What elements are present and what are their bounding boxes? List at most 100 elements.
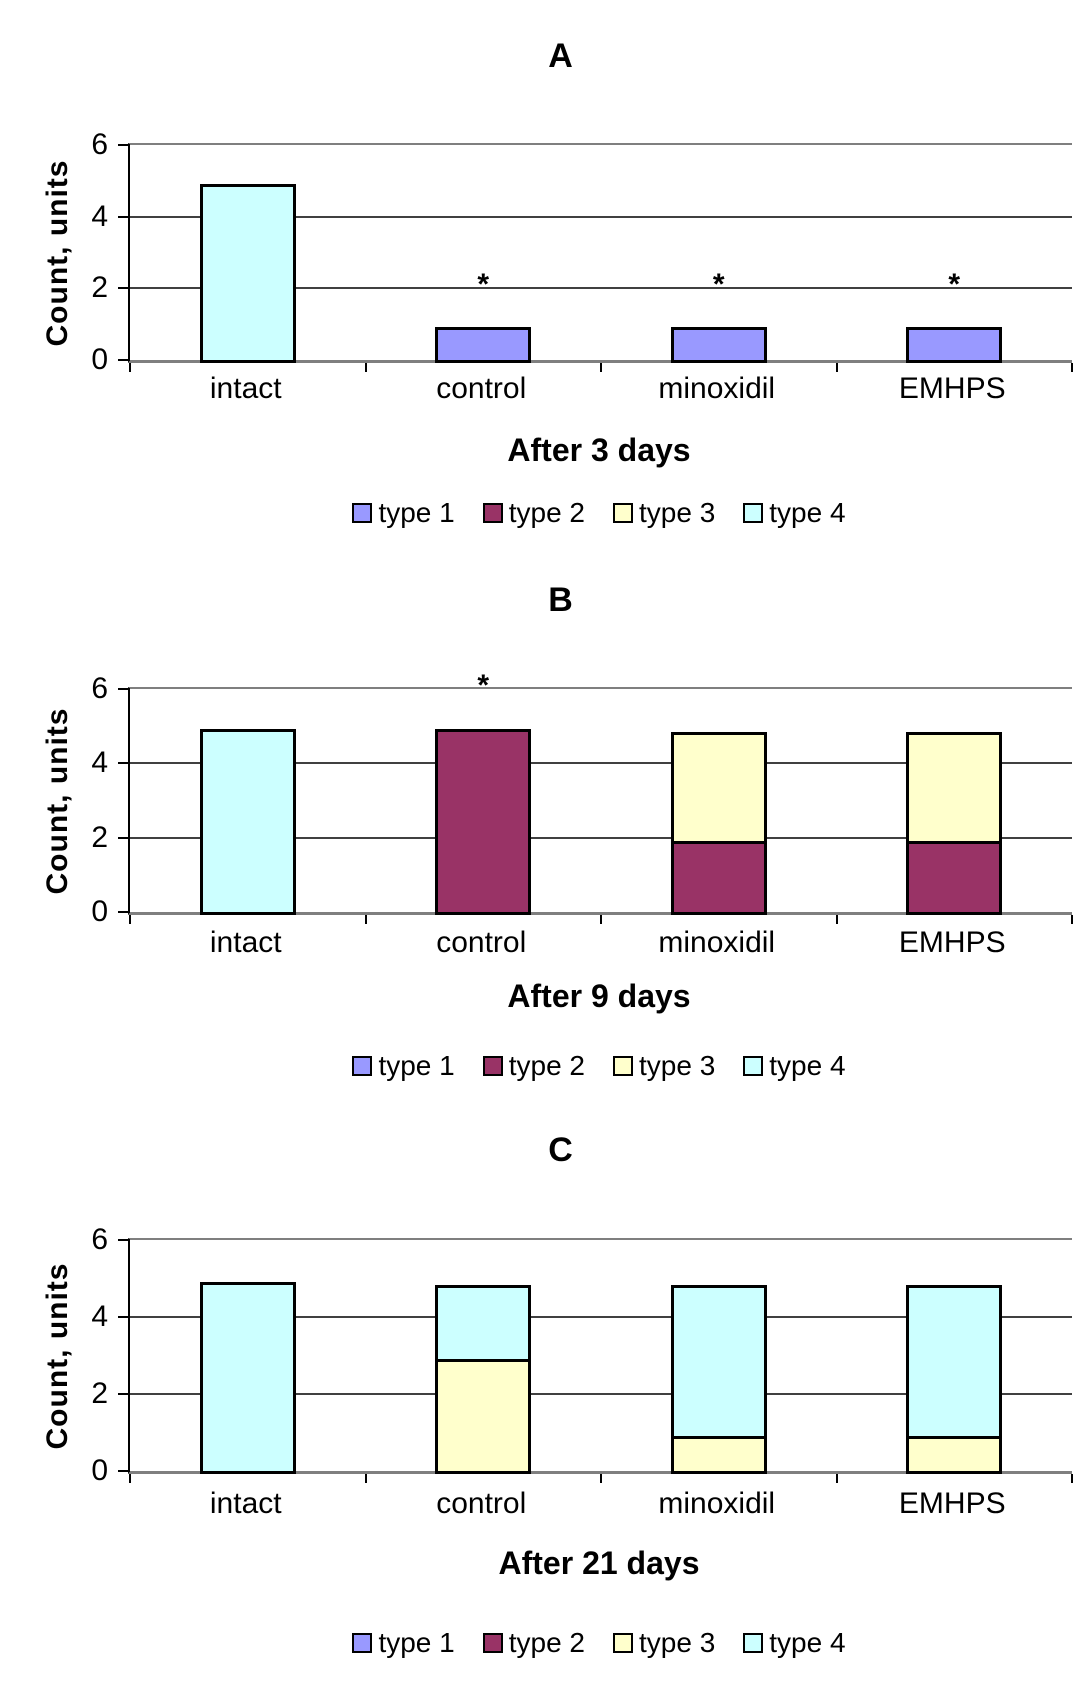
panel-b-title: B xyxy=(548,581,573,619)
bar-segment-type-3 xyxy=(670,732,767,844)
significance-asterisk: * xyxy=(477,669,490,702)
y-tick-label: 4 xyxy=(91,746,108,780)
category-label-control: control xyxy=(436,372,527,405)
bar-control xyxy=(435,327,532,363)
bar-control xyxy=(435,1284,532,1474)
gridline xyxy=(130,836,1072,839)
legend-item-type-1: type 1 xyxy=(352,497,455,528)
y-tick-label: 6 xyxy=(91,1223,108,1256)
x-tick-mark xyxy=(1071,915,1073,924)
legend-swatch-type-2 xyxy=(482,1056,503,1076)
legend-label: type 1 xyxy=(378,497,455,528)
panel-c-title: C xyxy=(548,1131,573,1169)
x-axis-title: After 3 days xyxy=(507,432,691,468)
legend-item-type-1: type 1 xyxy=(352,1627,455,1658)
x-tick-mark xyxy=(1071,1474,1073,1483)
y-tick-label: 6 xyxy=(91,128,108,161)
legend-swatch-type-2 xyxy=(482,503,503,523)
legend-item-type-4: type 4 xyxy=(743,1050,846,1081)
bar-minoxidil xyxy=(670,327,767,363)
bar-intact xyxy=(199,183,296,363)
x-tick-mark xyxy=(600,363,602,372)
y-tick-mark xyxy=(118,911,130,913)
x-tick-mark xyxy=(129,915,131,924)
legend-item-type-4: type 4 xyxy=(743,1628,846,1658)
significance-asterisk: * xyxy=(477,268,490,302)
legend-item-type-3: type 3 xyxy=(613,498,715,528)
category-label-intact: intact xyxy=(209,1487,282,1520)
x-tick-mark xyxy=(835,915,838,924)
y-tick-mark xyxy=(118,836,130,839)
legend-swatch-type-4 xyxy=(743,1056,764,1076)
bar-emhps xyxy=(906,327,1003,363)
legend-swatch-type-4 xyxy=(743,1633,764,1653)
legend-item-type-2: type 2 xyxy=(482,1051,585,1081)
category-slot-intact xyxy=(130,1240,366,1474)
y-tick-mark xyxy=(118,1393,130,1395)
y-tick-mark xyxy=(118,144,130,146)
category-label-emhps: EMHPS xyxy=(898,926,1006,959)
y-tick-label: 4 xyxy=(91,199,108,233)
x-tick-mark xyxy=(600,915,602,924)
panel-b-plot-area: Count, units 6 4 2 0 * xyxy=(41,671,1073,927)
y-tick-mark xyxy=(118,359,130,361)
significance-asterisk: * xyxy=(948,268,961,302)
y-tick-label: 0 xyxy=(91,343,108,376)
legend-swatch-type-1 xyxy=(352,1056,373,1076)
legend-swatch-type-4 xyxy=(743,503,764,523)
legend-item-type-2: type 2 xyxy=(482,1628,585,1658)
bar-intact xyxy=(199,729,296,915)
y-tick-mark xyxy=(118,287,130,290)
x-tick-mark xyxy=(129,363,131,372)
bar-segment-type-1 xyxy=(435,327,532,363)
y-tick-mark xyxy=(118,688,130,690)
legend-label: type 3 xyxy=(639,1627,716,1658)
bar-segment-type-4 xyxy=(199,1281,296,1474)
bar-segment-type-3 xyxy=(670,1435,767,1474)
y-tick-label: 2 xyxy=(91,271,108,305)
bar-intact xyxy=(199,1281,296,1474)
category-label-minoxidil: minoxidil xyxy=(658,926,776,959)
legend-label: type 4 xyxy=(769,1050,846,1081)
bar-segment-type-3 xyxy=(906,1435,1003,1474)
legend-label: type 3 xyxy=(639,497,716,528)
x-tick-mark xyxy=(835,1474,838,1483)
legend-item-type-2: type 2 xyxy=(482,498,585,528)
category-slot-minoxidil xyxy=(601,689,837,915)
category-slot-emhps xyxy=(837,145,1073,363)
y-axis-title: Count, units xyxy=(41,1262,74,1449)
panel-c-plot-area: Count, units 6 4 2 0 xyxy=(41,1225,1073,1486)
category-slot-control xyxy=(366,689,602,915)
bar-segment-type-4 xyxy=(670,1284,767,1439)
panel-a-title: A xyxy=(548,37,573,75)
bar-minoxidil xyxy=(670,732,767,915)
y-tick-label: 4 xyxy=(91,1299,108,1333)
legend-swatch-type-1 xyxy=(352,503,373,523)
x-tick-mark xyxy=(364,1474,367,1483)
category-label-minoxidil: minoxidil xyxy=(658,372,776,405)
category-label-control: control xyxy=(436,1487,527,1520)
category-slot-minoxidil xyxy=(601,1240,837,1474)
legend: type 1 type 2 type 3 type 4 xyxy=(128,498,1070,528)
y-tick-label: 2 xyxy=(91,1377,108,1410)
category-slot-emhps xyxy=(837,1240,1073,1474)
bar-segment-type-4 xyxy=(199,183,296,363)
category-slot-minoxidil xyxy=(601,145,837,363)
bar-emhps xyxy=(906,732,1003,915)
legend-swatch-type-2 xyxy=(482,1633,503,1653)
bar-segment-type-2 xyxy=(906,840,1003,915)
y-tick-label: 0 xyxy=(91,1454,108,1487)
bar-segment-type-3 xyxy=(906,732,1003,844)
legend-label: type 1 xyxy=(378,1627,455,1658)
x-axis-title: After 21 days xyxy=(498,1545,700,1581)
y-tick-mark xyxy=(118,762,130,765)
legend: type 1 type 2 type 3 type 4 xyxy=(128,1051,1070,1081)
bar-segment-type-4 xyxy=(906,1284,1003,1439)
category-slot-intact xyxy=(130,689,366,915)
bar-segment-type-3 xyxy=(435,1358,532,1474)
bar-segment-type-4 xyxy=(199,729,296,915)
bar-segment-type-1 xyxy=(906,327,1003,363)
